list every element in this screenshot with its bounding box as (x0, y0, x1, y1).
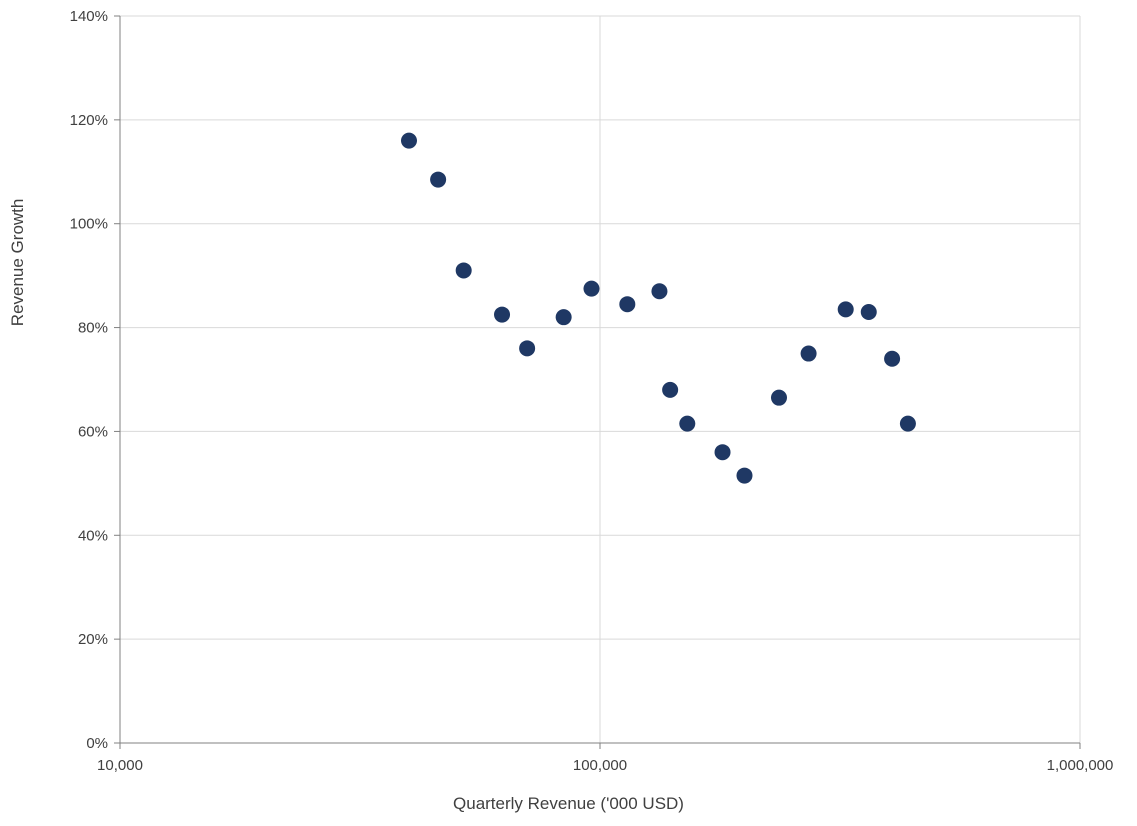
data-point (770, 389, 787, 406)
data-point (714, 444, 731, 461)
data-point (884, 350, 901, 367)
x-tick-label: 100,000 (573, 757, 627, 774)
data-point (800, 345, 817, 362)
y-tick-label: 60% (78, 423, 108, 440)
data-point (494, 306, 511, 323)
x-tick-label: 10,000 (97, 757, 143, 774)
data-point (519, 340, 536, 357)
data-point (899, 415, 916, 432)
y-tick-label: 140% (70, 8, 108, 25)
y-tick-label: 0% (86, 735, 108, 752)
y-tick-label: 40% (78, 527, 108, 544)
x-axis-title: Quarterly Revenue ('000 USD) (453, 794, 684, 813)
data-point (619, 296, 636, 313)
data-point (583, 280, 600, 297)
data-point (455, 262, 472, 279)
data-point (679, 415, 696, 432)
data-point (400, 132, 417, 149)
data-point (662, 381, 679, 398)
x-tick-label: 1,000,000 (1047, 757, 1114, 774)
data-point (430, 171, 447, 188)
y-tick-label: 80% (78, 320, 108, 337)
y-tick-label: 20% (78, 631, 108, 648)
data-point (837, 301, 854, 318)
data-point (736, 467, 753, 484)
y-tick-label: 100% (70, 216, 108, 233)
y-axis-title: Revenue Growth (8, 198, 27, 327)
data-point (651, 283, 668, 300)
data-point (555, 309, 572, 326)
data-point (860, 303, 877, 320)
y-tick-label: 120% (70, 112, 108, 129)
